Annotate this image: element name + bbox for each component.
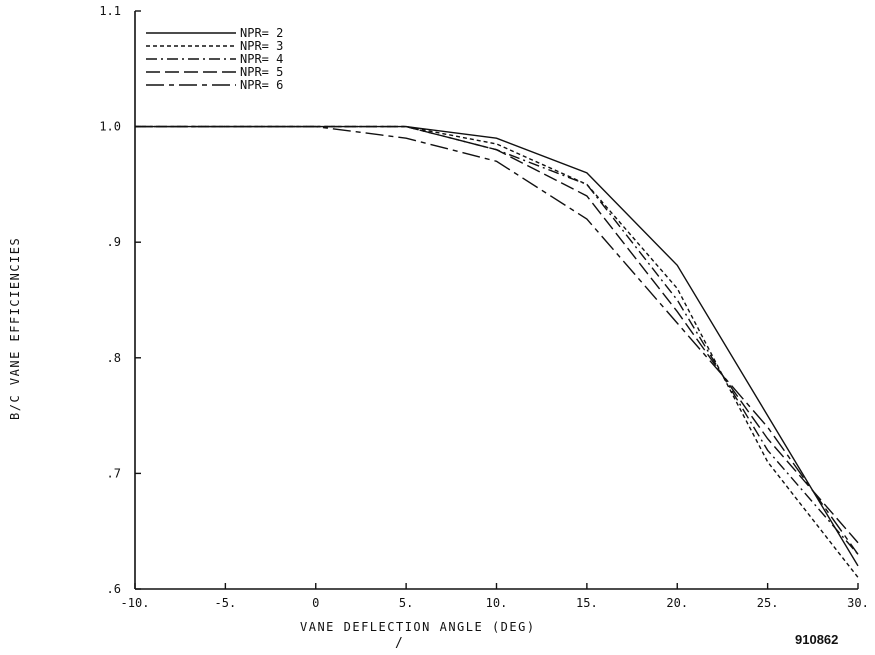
- series-line-npr-5: [135, 125, 859, 544]
- axes: -10. -5. 0 5. 10. 15. 20. 25. 30. .6 .7 .8 .9 1.0 1.1: [99, 4, 869, 610]
- legend-label: NPR= 6: [240, 78, 283, 92]
- legend-label: NPR= 5: [240, 65, 283, 79]
- y-axis-label-wrapper: B/C VANE EFFICIENCIES: [8, 237, 28, 420]
- stray-mark: /: [395, 636, 403, 651]
- series-line-npr-3: [135, 125, 859, 578]
- y-tick-label: .7: [107, 466, 121, 480]
- y-tick-label: 1.0: [99, 120, 121, 134]
- x-tick-label: -10.: [121, 596, 150, 610]
- series-lines: [135, 125, 859, 578]
- y-tick-label: .9: [107, 235, 121, 249]
- legend-label: NPR= 2: [240, 26, 283, 40]
- y-tick-label: 1.1: [99, 4, 121, 18]
- figure-id: 910862: [795, 632, 839, 647]
- legend-label: NPR= 4: [240, 52, 283, 66]
- x-axis-label: VANE DEFLECTION ANGLE (DEG): [300, 620, 536, 634]
- y-axis-label: B/C VANE EFFICIENCIES: [8, 236, 22, 420]
- series-line-npr-2: [135, 125, 859, 567]
- x-tick-label: 5.: [399, 596, 413, 610]
- x-tick-label: 20.: [666, 596, 688, 610]
- series-line-npr-4: [135, 125, 859, 555]
- x-tick-label: -5.: [215, 596, 237, 610]
- legend-label: NPR= 3: [240, 39, 283, 53]
- x-tick-label: 10.: [486, 596, 508, 610]
- series-line-npr-6: [135, 125, 859, 555]
- x-tick-label: 0: [312, 596, 319, 610]
- y-tick-label: .6: [107, 582, 121, 596]
- x-tick-label: 25.: [757, 596, 779, 610]
- x-tick-label: 15.: [576, 596, 598, 610]
- x-tick-label: 30.: [847, 596, 869, 610]
- y-tick-label: .8: [107, 351, 121, 365]
